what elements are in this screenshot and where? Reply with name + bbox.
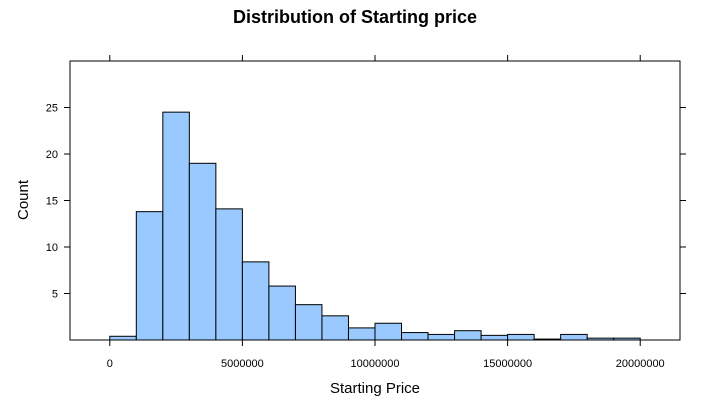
histogram-bar (321, 315, 349, 341)
y-axis: 5 10 15 20 25 (46, 103, 686, 301)
histogram-bar (507, 333, 535, 341)
histogram-bar (162, 111, 190, 341)
x-tick-label: 20000000 (616, 358, 665, 370)
histogram-bar (533, 338, 562, 341)
histogram-bar (215, 208, 243, 341)
x-tick-label: 0 (107, 358, 113, 370)
histogram-bar (241, 261, 270, 341)
x-axis-label: Starting Price (330, 380, 420, 397)
histogram-bar (347, 327, 376, 341)
x-tick-label: 15000000 (483, 358, 532, 370)
histogram-bar (480, 334, 509, 341)
x-tick-label: 5000000 (221, 358, 264, 370)
histogram-bar (586, 337, 615, 341)
x-tick-label: 10000000 (351, 358, 400, 370)
y-tick-label: 15 (46, 196, 58, 208)
y-tick-label: 25 (46, 103, 58, 115)
histogram-bar (188, 162, 217, 341)
y-tick-label: 10 (46, 242, 58, 254)
histogram-bar (454, 330, 482, 341)
y-tick-label: 5 (52, 289, 58, 301)
histogram-bar (268, 285, 296, 341)
histogram-bar (294, 304, 323, 341)
y-axis-label: Count (15, 179, 32, 220)
histogram-bar (401, 332, 429, 341)
histogram-bar (135, 211, 164, 341)
bars-group (109, 111, 641, 341)
histogram-bar (560, 333, 588, 341)
x-axis: 0 5000000 10000000 15000000 20000000 (107, 55, 665, 370)
histogram-bar (109, 335, 137, 341)
chart-title: Distribution of Starting price (233, 7, 477, 27)
histogram-bar (613, 337, 641, 341)
histogram-bar (427, 333, 456, 341)
y-tick-label: 20 (46, 149, 58, 161)
histogram-bar (374, 322, 403, 341)
